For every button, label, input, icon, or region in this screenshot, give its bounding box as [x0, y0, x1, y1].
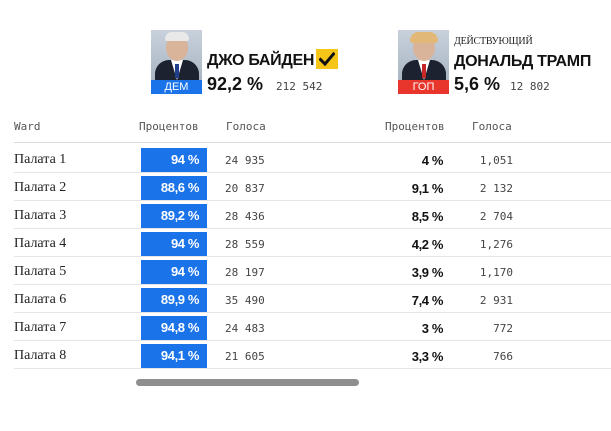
trump-votes-cell: 1,276 [479, 238, 513, 251]
biden-votes-cell: 35 490 [225, 294, 265, 307]
candidate-votes: 212 542 [276, 80, 323, 93]
biden-percent-cell: 94 % [141, 148, 207, 172]
table-row: Палата 5 94 % 28 197 3,9 % 1,170 [0, 257, 611, 285]
header-divider [14, 142, 611, 143]
ward-name: Палата 7 [14, 320, 67, 335]
biden-photo [151, 30, 202, 80]
trump-votes-cell: 2 931 [479, 294, 513, 307]
table-row: Палата 6 89,9 % 35 490 7,4 % 2 931 [0, 285, 611, 313]
trump-percent-cell: 4 % [421, 153, 444, 168]
row-divider [14, 228, 611, 229]
horizontal-scrollbar[interactable] [136, 379, 359, 386]
biden-percent-cell: 94,8 % [141, 316, 207, 340]
row-divider [14, 200, 611, 201]
candidate-votes: 12 802 [510, 80, 550, 93]
row-divider [14, 312, 611, 313]
ward-name: Палата 5 [14, 264, 67, 279]
biden-percent-cell: 89,2 % [141, 204, 207, 228]
trump-votes-cell: 766 [493, 350, 513, 363]
table-row: Палата 7 94,8 % 24 483 3 % 772 [0, 313, 611, 341]
biden-percent-cell: 94,1 % [141, 344, 207, 368]
table-row: Палата 8 94,1 % 21 605 3,3 % 766 [0, 341, 611, 369]
row-divider [14, 340, 611, 341]
biden-votes-cell: 21 605 [225, 350, 265, 363]
trump-votes-cell: 1,170 [479, 266, 513, 279]
ward-name: Палата 6 [14, 292, 67, 307]
ward-name: Палата 3 [14, 208, 67, 223]
biden-percent-cell: 94 % [141, 232, 207, 256]
trump-votes-cell: 2 132 [479, 182, 513, 195]
table-row: Палата 1 94 % 24 935 4 % 1,051 [0, 145, 611, 173]
header-biden-votes: Голоса [226, 120, 266, 133]
header-biden-percent: Процентов [139, 120, 199, 133]
trump-votes-cell: 772 [493, 322, 513, 335]
biden-votes-cell: 20 837 [225, 182, 265, 195]
row-divider [14, 284, 611, 285]
trump-percent-cell: 7,4 % [411, 293, 444, 308]
header-trump-percent: Процентов [385, 120, 445, 133]
header-trump-votes: Голоса [472, 120, 512, 133]
biden-votes-cell: 28 559 [225, 238, 265, 251]
trump-percent-cell: 8,5 % [411, 209, 444, 224]
row-divider [14, 256, 611, 257]
header-ward: Ward [14, 120, 41, 133]
biden-votes-cell: 24 935 [225, 154, 265, 167]
ward-name: Палата 1 [14, 152, 67, 167]
party-badge-dem: ДЕМ [151, 80, 202, 94]
biden-percent-cell: 88,6 % [141, 176, 207, 200]
trump-percent-cell: 4,2 % [411, 237, 444, 252]
table-row: Палата 3 89,2 % 28 436 8,5 % 2 704 [0, 201, 611, 229]
biden-votes-cell: 28 197 [225, 266, 265, 279]
trump-percent-cell: 3 % [421, 321, 444, 336]
trump-photo [398, 30, 449, 80]
row-divider [14, 368, 611, 369]
ward-name: Палата 4 [14, 236, 67, 251]
trump-percent-cell: 3,3 % [411, 349, 444, 364]
party-badge-gop: ГОП [398, 80, 449, 94]
candidate-percent: 92,2 % [207, 74, 264, 94]
biden-votes-cell: 24 483 [225, 322, 265, 335]
incumbent-label: ДЕЙСТВУЮЩИЙ [454, 36, 533, 47]
candidate-percent: 5,6 % [454, 74, 501, 94]
candidate-name: ДЖО БАЙДЕН [207, 52, 315, 69]
trump-percent-cell: 3,9 % [411, 265, 444, 280]
check-icon [316, 49, 338, 69]
ward-name: Палата 8 [14, 348, 67, 363]
table-row: Палата 4 94 % 28 559 4,2 % 1,276 [0, 229, 611, 257]
candidate-name: ДОНАЛЬД ТРАМП [454, 53, 592, 70]
row-divider [14, 172, 611, 173]
table-header: Ward Процентов Голоса Процентов Голоса [0, 120, 611, 142]
table-row: Палата 2 88,6 % 20 837 9,1 % 2 132 [0, 173, 611, 201]
biden-percent-cell: 94 % [141, 260, 207, 284]
trump-percent-cell: 9,1 % [411, 181, 444, 196]
trump-votes-cell: 2 704 [479, 210, 513, 223]
biden-votes-cell: 28 436 [225, 210, 265, 223]
biden-percent-cell: 89,9 % [141, 288, 207, 312]
ward-name: Палата 2 [14, 180, 67, 195]
trump-votes-cell: 1,051 [479, 154, 513, 167]
